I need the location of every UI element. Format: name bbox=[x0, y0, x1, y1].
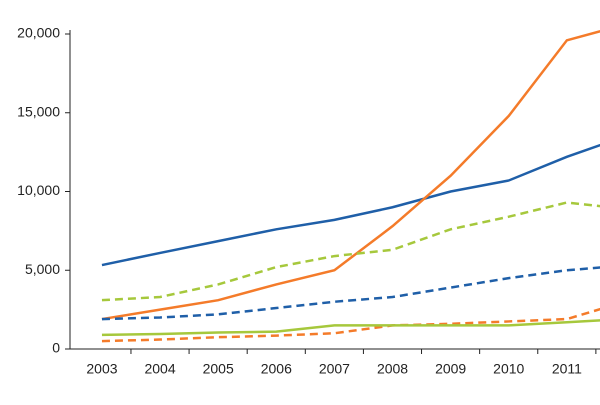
y-tick-label: 20,000 bbox=[17, 25, 60, 41]
series-line bbox=[101, 201, 600, 302]
x-tick-label: 2008 bbox=[377, 361, 408, 377]
x-tick-label: 2003 bbox=[86, 361, 117, 377]
x-tick-label: 2011 bbox=[552, 361, 582, 377]
series-line bbox=[101, 307, 600, 343]
x-tick-label: 2010 bbox=[493, 361, 524, 377]
series-line bbox=[101, 266, 600, 321]
y-tick-label: 15,000 bbox=[17, 103, 60, 119]
x-tick-label: 2006 bbox=[261, 361, 292, 377]
y-tick-label: 5,000 bbox=[25, 261, 60, 277]
x-tick-label: 2009 bbox=[435, 361, 466, 377]
x-tick-label: 2007 bbox=[319, 361, 350, 377]
y-tick-label: 10,000 bbox=[17, 182, 60, 198]
plot-area bbox=[101, 30, 600, 343]
series-line bbox=[101, 143, 600, 267]
y-tick-label: 0 bbox=[52, 340, 60, 356]
x-tick-label: 2005 bbox=[203, 361, 234, 377]
series-line bbox=[101, 319, 600, 337]
series-line bbox=[101, 30, 600, 321]
x-tick-label: 2004 bbox=[144, 361, 175, 377]
